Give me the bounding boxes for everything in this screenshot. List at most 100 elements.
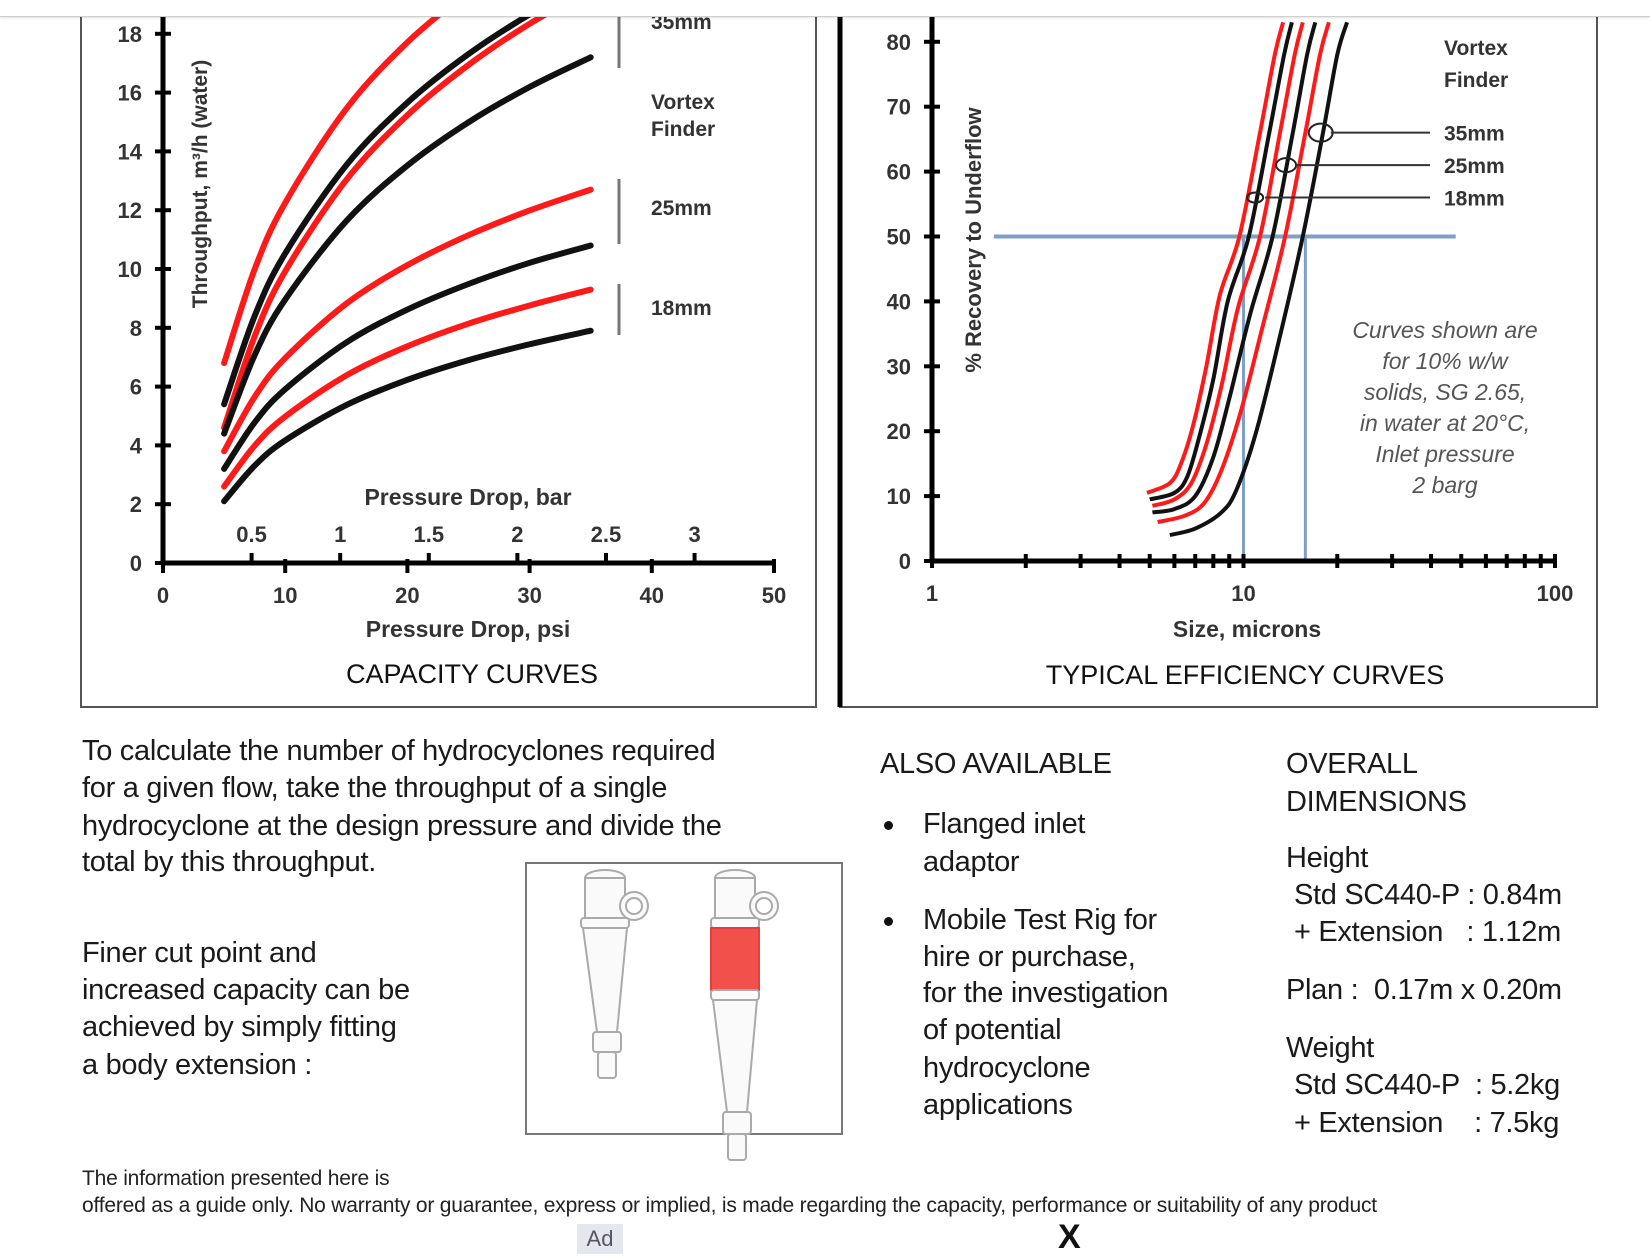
- x-tick-label: 50: [762, 583, 786, 608]
- plan-dimensions: Plan : 0.17m x 0.20m: [1286, 974, 1562, 1006]
- also-available-item: hydrocyclone: [923, 1052, 1091, 1084]
- dimensions-heading: DIMENSIONS: [1286, 786, 1467, 818]
- x-tick-label: 40: [640, 583, 664, 608]
- y-tick-label: 2: [130, 492, 142, 517]
- x-axis-title: Size, microns: [1173, 616, 1321, 642]
- legend-label-25mm: 25mm: [1444, 155, 1505, 178]
- body-extension: [710, 927, 760, 991]
- y-tick-label: 10: [887, 484, 911, 509]
- extension-line: a body extension :: [82, 1049, 312, 1081]
- capacity-chart: 0 2 4 6 8 10 12 14 16 18 0 10 20 30 40 50 0.5 1 1.5 2 2.5 3 3…: [118, 11, 786, 689]
- conditions-note: Curves shown are for 10% w/w solids, SG 2.…: [1352, 317, 1537, 498]
- efficiency-curve-red-2: [1151, 21, 1305, 508]
- y-tick-label: 18: [118, 22, 142, 47]
- y-tick-label: 14: [118, 139, 143, 164]
- disclaimer-line: offered as a guide only. No warranty or …: [82, 1194, 1377, 1217]
- y-tick-label: 0: [899, 549, 911, 574]
- ad-badge[interactable]: Ad: [577, 1224, 623, 1254]
- page-top-edge: [0, 0, 1650, 17]
- efficiency-curve-red-1: [1146, 21, 1286, 495]
- note-line: solids, SG 2.65,: [1364, 379, 1526, 405]
- extended-hydrocyclone-image: [710, 869, 779, 1161]
- weight-label: Weight: [1286, 1032, 1374, 1064]
- efficiency-curve-black-1: [1149, 21, 1294, 502]
- note-line: Inlet pressure: [1375, 441, 1514, 467]
- bar-tick-label: 1: [334, 522, 346, 547]
- efficiency-legend: Vortex Finder 35mm 25mm 18mm: [1246, 37, 1508, 211]
- height-std: Std SC440-P : 0.84m: [1294, 879, 1562, 911]
- also-available-item: of potential: [923, 1014, 1062, 1046]
- also-available-item: Flanged inlet: [923, 808, 1086, 840]
- label-25mm: 25mm: [651, 197, 712, 220]
- bar-tick-label: 2.5: [591, 522, 622, 547]
- intro-line: for a given flow, take the throughput of…: [82, 772, 668, 804]
- also-available-item: hire or purchase,: [923, 941, 1136, 973]
- efficiency-axes: 0 10 20 30 40 50 60 70 80 1 10 100: [887, 17, 1574, 606]
- legend-marker-18mm: [1246, 191, 1265, 204]
- note-line: for 10% w/w: [1382, 348, 1509, 374]
- intro-line: hydrocyclone at the design pressure and …: [82, 810, 722, 842]
- efficiency-curve-black-2: [1152, 21, 1318, 515]
- x-tick-label: 10: [273, 583, 297, 608]
- efficiency-curve-red-3: [1157, 21, 1331, 525]
- hydrocyclone-illustration: [525, 862, 843, 1161]
- also-available-item: applications: [923, 1089, 1073, 1121]
- intro-line: total by this throughput.: [82, 846, 376, 878]
- bar-tick-label: 0.5: [236, 522, 267, 547]
- capacity-axes: 0 2 4 6 8 10 12 14 16 18 0 10 20 30 40 50 0.5 1 1.5 2 2.5 3: [118, 17, 786, 608]
- also-available-heading: ALSO AVAILABLE: [880, 748, 1112, 780]
- y-tick-label: 12: [118, 198, 142, 223]
- y-tick-label: 10: [118, 257, 142, 282]
- capacity-curve-18mm-extension: [221, 286, 594, 490]
- also-available-item: for the investigation: [923, 977, 1169, 1009]
- capacity-annotations: 35mm Vortex Finder 25mm 18mm Pressure Dr…: [189, 11, 715, 642]
- x-axis-title: Pressure Drop, psi: [366, 616, 571, 642]
- y-tick-label: 50: [887, 225, 911, 250]
- y-tick-label: 60: [887, 160, 911, 185]
- extension-line: increased capacity can be: [82, 974, 410, 1006]
- efficiency-curve-black-3: [1169, 21, 1349, 537]
- label-18mm: 18mm: [651, 297, 712, 320]
- capacity-curve-35mm-extension: [221, 17, 441, 367]
- capacity-curve-25mm-standard: [221, 242, 594, 472]
- y-tick-label: 70: [887, 95, 911, 120]
- illustration-frame: [525, 862, 843, 1135]
- efficiency-curves: [1146, 21, 1349, 537]
- height-extension: + Extension : 1.12m: [1294, 916, 1561, 948]
- note-line: Curves shown are: [1352, 317, 1537, 343]
- note-line: in water at 20°C,: [1360, 410, 1530, 436]
- legend-title-vortex: Vortex: [1444, 37, 1508, 60]
- x-tick-label: 30: [517, 583, 541, 608]
- efficiency-chart: Vortex Finder 35mm 25mm 18mm Curves shown …: [887, 17, 1574, 690]
- capacity-curve-18mm-standard: [221, 327, 594, 505]
- x-tick-label: 10: [1231, 581, 1255, 606]
- weight-std: Std SC440-P : 5.2kg: [1294, 1069, 1560, 1101]
- close-ad-icon[interactable]: X: [1058, 1218, 1081, 1256]
- capacity-curve-35mm-standard: [221, 17, 532, 408]
- y-tick-label: 80: [887, 30, 911, 55]
- y-tick-label: 6: [130, 375, 142, 400]
- x-tick-label: 20: [395, 583, 419, 608]
- label-vortex: Vortex: [651, 91, 715, 114]
- y-tick-label: 8: [130, 316, 142, 341]
- x-tick-label: 100: [1537, 581, 1574, 606]
- height-label: Height: [1286, 842, 1369, 874]
- note-line: 2 barg: [1411, 472, 1477, 498]
- capacity-curve-35mm-extension-b: [221, 17, 548, 431]
- standard-hydrocyclone-image: [580, 869, 649, 1079]
- y-axis-title: Throughput, m³/h (water): [189, 60, 212, 308]
- bar-tick-label: 1.5: [413, 522, 444, 547]
- capacity-chart-title: CAPACITY CURVES: [346, 659, 598, 689]
- y-tick-label: 0: [130, 551, 142, 576]
- legend-label-18mm: 18mm: [1444, 188, 1505, 211]
- extension-line: achieved by simply fitting: [82, 1011, 397, 1043]
- label-finder: Finder: [651, 118, 715, 141]
- capacity-curves: [221, 17, 594, 505]
- bullet-icon: [884, 821, 893, 830]
- x2-axis-title: Pressure Drop, bar: [364, 484, 571, 510]
- bullet-icon: [884, 917, 893, 926]
- legend-label-35mm: 35mm: [1444, 123, 1505, 146]
- label-35mm: 35mm: [651, 11, 712, 34]
- y-tick-label: 20: [887, 419, 911, 444]
